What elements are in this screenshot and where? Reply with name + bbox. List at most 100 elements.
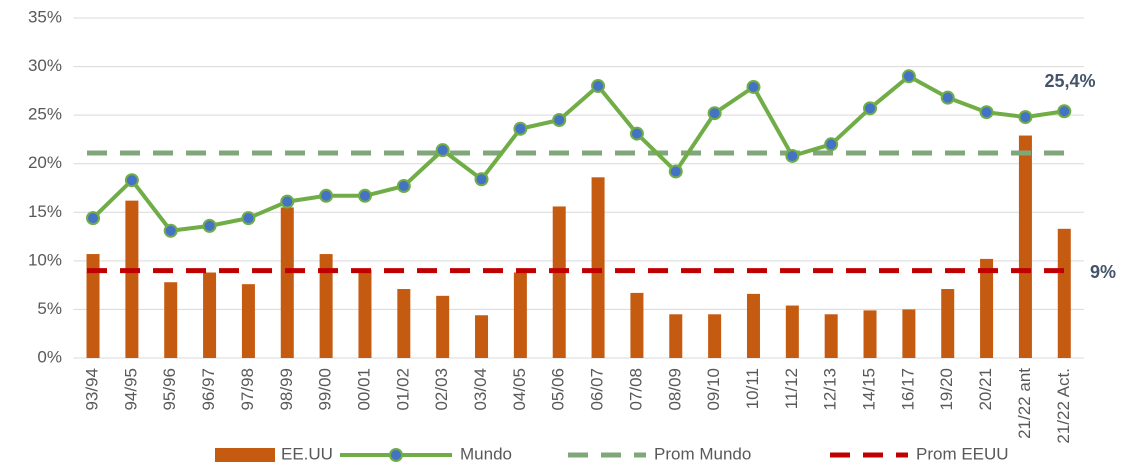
line xyxy=(91,74,1065,233)
x-tick-label: 02/03 xyxy=(432,368,451,411)
x-tick-label: 05/06 xyxy=(549,368,568,411)
legend-swatch xyxy=(215,448,275,462)
marker xyxy=(319,188,334,203)
bar xyxy=(980,258,994,358)
marker xyxy=(357,188,372,203)
legend-item: Prom EEUU xyxy=(830,444,1009,463)
bar xyxy=(436,295,450,358)
x-tick-label: 00/01 xyxy=(354,368,373,411)
x-tick-label: 14/15 xyxy=(860,368,879,411)
legend-label: Prom EEUU xyxy=(916,444,1009,463)
marker xyxy=(163,223,178,238)
marker xyxy=(202,218,217,233)
marker xyxy=(1057,104,1072,119)
legend-item: Mundo xyxy=(340,444,512,463)
bar xyxy=(824,314,838,358)
bar xyxy=(863,310,877,358)
marker xyxy=(513,121,528,136)
marker xyxy=(435,143,450,158)
y-tick-label: 35% xyxy=(28,7,62,26)
y-tick-label: 20% xyxy=(28,153,62,172)
marker xyxy=(124,173,139,188)
x-tick-label: 16/17 xyxy=(898,368,917,411)
marker xyxy=(241,211,256,226)
bar xyxy=(785,305,799,358)
x-tick-label: 94/95 xyxy=(121,368,140,411)
annotation: 9% xyxy=(1090,262,1116,282)
marker xyxy=(1018,110,1033,125)
marker xyxy=(824,137,839,152)
marker xyxy=(707,106,722,121)
x-tick-label: 01/02 xyxy=(393,368,412,411)
bar xyxy=(358,269,372,358)
bar xyxy=(591,177,605,358)
bar xyxy=(708,314,722,358)
bar xyxy=(1018,135,1032,358)
bar xyxy=(552,206,566,358)
x-tick-label: 06/07 xyxy=(588,368,607,411)
bar xyxy=(475,315,489,358)
marker xyxy=(86,211,101,226)
bar xyxy=(902,309,916,358)
y-tick-label: 0% xyxy=(37,347,62,366)
marker xyxy=(629,126,644,141)
marker xyxy=(474,172,489,187)
x-tick-label: 10/11 xyxy=(743,368,762,409)
x-tick-label: 11/12 xyxy=(782,368,801,409)
bar xyxy=(241,284,255,358)
x-tick-label: 96/97 xyxy=(199,368,218,411)
marker xyxy=(746,79,761,94)
bar xyxy=(746,293,760,358)
marker xyxy=(668,164,683,179)
legend-item: EE.UU xyxy=(215,444,333,463)
x-tick-label: 97/98 xyxy=(238,368,257,411)
x-tick-label: 04/05 xyxy=(510,368,529,411)
marker xyxy=(396,179,411,194)
legend-marker xyxy=(389,448,403,462)
x-tick-label: 19/20 xyxy=(937,368,956,411)
x-tick-label: 21/22 Act. xyxy=(1054,368,1073,444)
x-tick-label: 21/22 ant xyxy=(1015,368,1034,439)
marker xyxy=(901,69,916,84)
bar xyxy=(86,254,100,358)
x-tick-label: 20/21 xyxy=(976,368,995,411)
bar xyxy=(513,272,527,358)
bar xyxy=(203,272,217,358)
y-tick-label: 10% xyxy=(28,250,62,269)
bar xyxy=(1057,228,1071,358)
x-tick-label: 09/10 xyxy=(704,368,723,411)
y-tick-label: 30% xyxy=(28,56,62,75)
marker xyxy=(785,148,800,163)
x-tick-label: 03/04 xyxy=(471,368,490,411)
marker xyxy=(280,194,295,209)
marker xyxy=(863,101,878,116)
bar xyxy=(319,254,333,358)
x-tick-label: 95/96 xyxy=(160,368,179,411)
marker xyxy=(979,105,994,120)
x-tick-label: 98/99 xyxy=(277,368,296,411)
bar xyxy=(280,207,294,358)
y-tick-label: 25% xyxy=(28,105,62,124)
annotation: 25,4% xyxy=(1044,71,1095,91)
bar xyxy=(630,292,644,358)
marker xyxy=(552,113,567,127)
legend-label: EE.UU xyxy=(281,444,333,463)
x-tick-label: 93/94 xyxy=(83,368,102,411)
bar xyxy=(164,282,178,358)
bar xyxy=(941,289,955,358)
bar xyxy=(397,289,411,358)
legend-label: Prom Mundo xyxy=(654,444,751,463)
legend-label: Mundo xyxy=(460,444,512,463)
bar xyxy=(669,314,683,358)
x-tick-label: 12/13 xyxy=(821,368,840,411)
y-tick-label: 15% xyxy=(28,202,62,221)
marker xyxy=(940,90,955,105)
marker xyxy=(591,79,606,93)
bar xyxy=(125,200,139,358)
x-tick-label: 99/00 xyxy=(316,368,335,411)
legend-item: Prom Mundo xyxy=(568,444,751,463)
x-tick-label: 07/08 xyxy=(626,368,645,411)
y-tick-label: 5% xyxy=(37,299,62,318)
x-tick-label: 08/09 xyxy=(665,368,684,411)
